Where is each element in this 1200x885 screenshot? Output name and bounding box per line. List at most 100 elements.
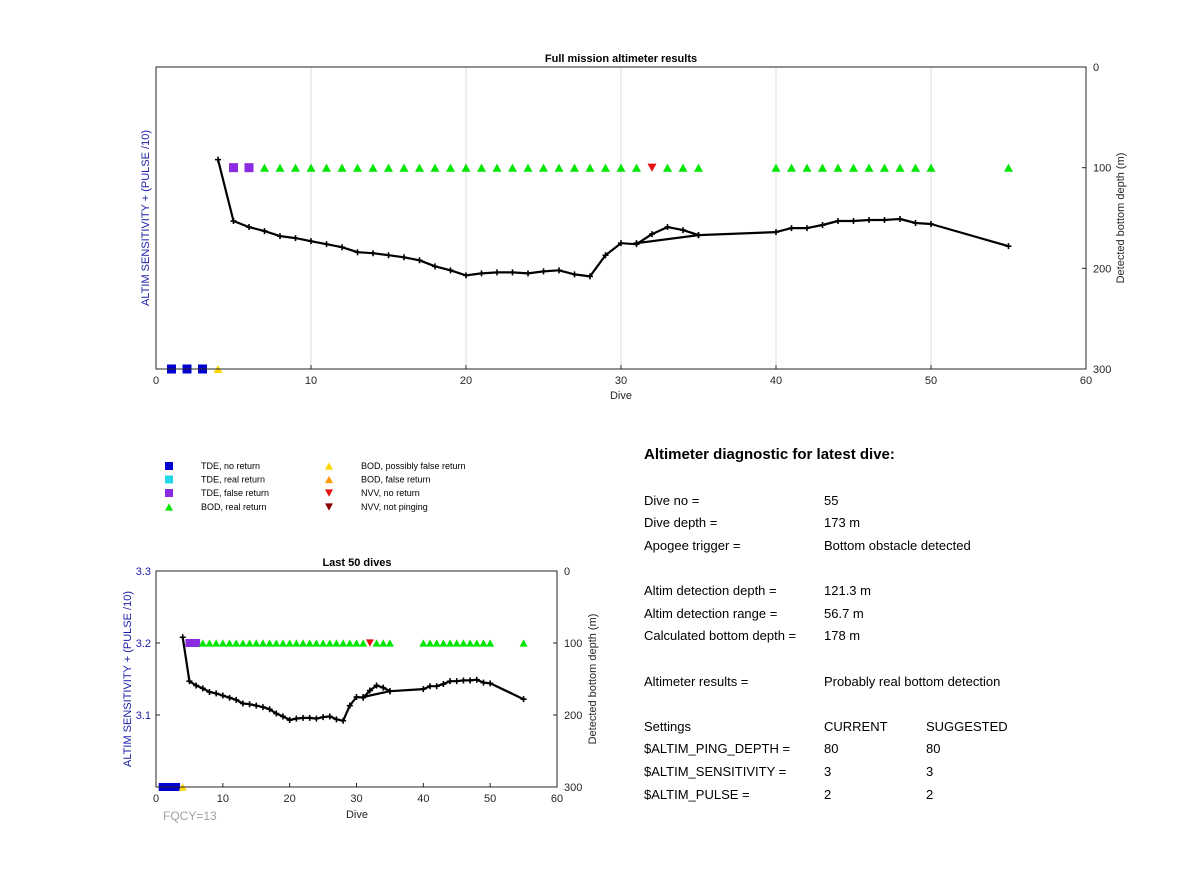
legend-swatch	[325, 462, 333, 470]
bottom-y-ticks-right: 0 100 200 300	[553, 566, 582, 794]
data-point	[897, 216, 903, 223]
data-point	[928, 221, 934, 228]
y-tick-label-right: 100	[1093, 163, 1111, 175]
marker-bod-real-return	[306, 163, 316, 172]
x-tick-label: 40	[417, 793, 429, 805]
marker-bod-real-return	[833, 163, 843, 172]
legend: TDE, no return TDE, real return TDE, false…	[165, 461, 466, 512]
dive-depth-row: Dive depth = 173 m	[644, 512, 1164, 535]
data-point	[292, 235, 299, 242]
legend-swatch	[165, 489, 173, 497]
legend-swatch	[325, 475, 333, 484]
legend-label: BOD, possibly false return	[361, 461, 466, 471]
data-point	[401, 254, 407, 261]
legend-label: BOD, real return	[201, 502, 267, 512]
y-tick-label-right: 0	[1093, 62, 1099, 74]
marker-bod-real-return	[299, 639, 308, 647]
x-tick-label: 30	[615, 375, 627, 387]
data-point	[695, 232, 702, 239]
top-y-ticks-right: 0 100 200 300	[1082, 62, 1111, 376]
dive-no-row: Dive no = 55	[644, 489, 1164, 512]
setting-row-sensitivity: $ALTIM_SENSITIVITY = 3 3	[644, 760, 1164, 783]
marker-bod-real-return	[339, 639, 348, 647]
altimeter-results-value: Probably real bottom detection	[824, 673, 1001, 689]
data-point	[509, 269, 516, 276]
bottom-y-axis-label-left: ALTIM SENSITIVITY + (PULSE /10)	[122, 591, 134, 767]
data-point	[346, 702, 353, 709]
marker-bod-real-return	[426, 639, 435, 647]
data-point	[850, 218, 857, 225]
data-point	[293, 715, 300, 722]
data-point	[233, 696, 240, 703]
marker-bod-real-return	[232, 639, 241, 647]
marker-bod-real-return	[439, 639, 448, 647]
marker-bod-real-return	[385, 639, 394, 647]
data-point	[835, 218, 841, 225]
marker-bod-real-return	[245, 639, 254, 647]
y-tick-label-right: 200	[1093, 263, 1111, 275]
setting-current: 2	[824, 786, 832, 802]
data-point	[467, 677, 474, 684]
data-point	[1005, 243, 1012, 250]
data-point	[340, 717, 347, 724]
data-point	[416, 257, 423, 264]
altim-detection-range-label: Altim detection range =	[644, 605, 778, 621]
marker-bod-real-return	[379, 639, 388, 647]
data-point	[313, 715, 320, 722]
settings-header-suggested: SUGGESTED	[926, 718, 1008, 734]
legend-label: NVV, no return	[361, 488, 420, 498]
data-point	[571, 271, 578, 278]
legend-swatch	[325, 489, 333, 497]
legend-swatch	[325, 503, 333, 511]
marker-bod-real-return	[452, 639, 461, 647]
data-point	[447, 267, 454, 274]
marker-bod-real-return	[265, 639, 274, 647]
marker-bod-real-return	[472, 639, 481, 647]
y-tick-label-right: 300	[1093, 364, 1111, 376]
y-tick-label-left: 3.2	[136, 638, 151, 650]
marker-bod-real-return	[663, 163, 672, 172]
marker-bod-real-return	[252, 639, 261, 647]
legend-swatch	[165, 475, 173, 484]
marker-bod-real-return	[419, 639, 428, 647]
y-tick-label-right: 300	[564, 782, 582, 794]
y-tick-label-right: 200	[564, 710, 582, 722]
data-point	[179, 634, 186, 641]
marker-bod-real-return	[519, 639, 528, 647]
data-point	[385, 252, 392, 259]
data-point	[219, 692, 226, 699]
marker-bod-real-return	[225, 639, 234, 647]
marker-bod-real-return	[771, 163, 781, 172]
settings-header-current: CURRENT	[824, 718, 888, 734]
setting-label: $ALTIM_PULSE =	[644, 786, 750, 802]
setting-row-ping-depth: $ALTIM_PING_DEPTH = 80 80	[644, 738, 1164, 761]
y-tick-label-right: 100	[564, 638, 582, 650]
marker-bod-real-return	[372, 639, 381, 647]
data-point	[440, 681, 447, 688]
top-chart-title: Full mission altimeter results	[545, 53, 697, 65]
marker-nvv-no-return	[365, 639, 374, 647]
legend-label: TDE, no return	[201, 461, 260, 471]
setting-current: 3	[824, 763, 832, 779]
top-grid	[310, 67, 932, 369]
y-tick-label-left: 3.1	[136, 710, 151, 722]
x-tick-label: 0	[153, 793, 159, 805]
setting-suggested: 80	[926, 741, 941, 757]
y-tick-label-right: 0	[564, 566, 570, 578]
data-point	[286, 717, 293, 724]
marker-tde-false-return	[244, 163, 254, 173]
data-point	[323, 241, 330, 248]
x-tick-label: 40	[770, 375, 782, 387]
bottom-x-ticks: 0 10 20 30 40 50 60	[153, 783, 563, 805]
data-point	[266, 706, 273, 713]
marker-bod-real-return	[446, 163, 455, 172]
marker-tde-false-return	[229, 163, 238, 173]
fqcy-annotation: FQCY=13	[163, 809, 217, 823]
setting-row-pulse: $ALTIM_PULSE = 2 2	[644, 783, 1164, 806]
data-point	[386, 688, 393, 695]
marker-bod-real-return	[459, 639, 468, 647]
marker-bod-real-return	[275, 163, 285, 172]
marker-bod-real-return	[446, 639, 455, 647]
x-tick-label: 50	[484, 793, 496, 805]
dive-no-label: Dive no =	[644, 492, 700, 508]
